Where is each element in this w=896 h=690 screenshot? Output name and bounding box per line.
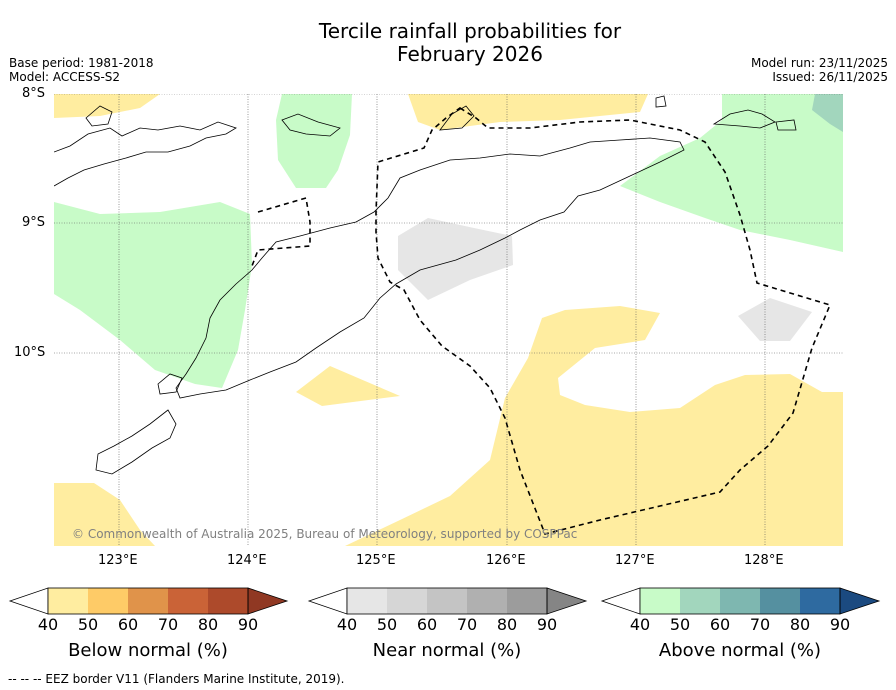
above-region-east [620, 94, 843, 252]
colorbar-near-low-triangle [307, 587, 348, 615]
colorbar-above-segment [720, 588, 760, 614]
below-region-south [345, 306, 843, 546]
above-region-west [54, 202, 252, 388]
colorbar-above-segment [640, 588, 680, 614]
cb-near-tick: 50 [376, 615, 398, 634]
lat-label-8s: 8°S [22, 86, 46, 101]
coast-islands-east [712, 109, 776, 129]
copyright-text: © Commonwealth of Australia 2025, Bureau… [72, 527, 577, 541]
below-region-top-left [54, 94, 160, 118]
eez-border-enclave [251, 196, 311, 267]
cb-below-tick: 50 [77, 615, 99, 634]
cb-above-tick: 80 [789, 615, 811, 634]
cb-above-tick: 90 [829, 615, 851, 634]
colorbar-near-high-triangle [546, 587, 588, 615]
colorbar-below-segment [168, 588, 208, 614]
coast-islet-2 [655, 95, 667, 108]
cb-below-tick: 70 [157, 615, 179, 634]
cb-near-tick: 80 [496, 615, 518, 634]
cb-below-title: Below normal (%) [68, 640, 228, 661]
colorbar-below-low-triangle [8, 587, 49, 615]
below-region-top-center [408, 94, 648, 130]
colorbar-near-segment [427, 588, 467, 614]
above-region-corner [812, 94, 843, 132]
lon-label-126e: 126°E [486, 553, 526, 568]
meta-left: Base period: 1981-2018 Model: ACCESS-S2 [9, 56, 154, 84]
cb-near-tick: 90 [536, 615, 558, 634]
cb-near-title: Near normal (%) [372, 640, 522, 661]
gridlines [54, 94, 843, 546]
eez-border-main [375, 107, 832, 535]
colorbar-below [8, 587, 289, 615]
colorbar-near-segment [507, 588, 547, 614]
near-region-east [738, 298, 812, 341]
cb-above-tick: 60 [709, 615, 731, 634]
coast-islet-1 [85, 105, 113, 127]
colorbar-above [600, 587, 881, 615]
above-region-top [276, 94, 352, 188]
map-area [54, 94, 843, 546]
cb-below-tick: 90 [237, 615, 259, 634]
lat-label-9s: 9°S [22, 215, 46, 230]
colorbar-below-segment [88, 588, 128, 614]
cb-below-tick: 60 [117, 615, 139, 634]
coastlines [54, 95, 797, 475]
cb-below-tick: 80 [197, 615, 219, 634]
lon-label-123e: 123°E [98, 553, 138, 568]
meta-right: Model run: 23/11/2025 Issued: 26/11/2025 [751, 56, 888, 84]
coast-flores-alor [54, 121, 237, 187]
cb-above-title: Above normal (%) [658, 640, 822, 661]
issued-date: Issued: 26/11/2025 [772, 70, 888, 84]
lon-label-125e: 125°E [356, 553, 396, 568]
base-period: Base period: 1981-2018 [9, 56, 154, 70]
cb-near-tick: 60 [416, 615, 438, 634]
colorbar-above-low-triangle [600, 587, 641, 615]
colorbar-above-segment [760, 588, 800, 614]
lon-label-127e: 127°E [615, 553, 655, 568]
below-region-small-west [296, 366, 400, 406]
colorbar-below-segment [208, 588, 248, 614]
model-run: Model run: 23/11/2025 [750, 56, 888, 70]
title-line-2: February 2026 [397, 42, 543, 66]
colorbar-below-high-triangle [247, 587, 289, 615]
colorbar-below-segment [128, 588, 168, 614]
colorbar-near-segment [347, 588, 387, 614]
lat-label-10s: 10°S [14, 345, 46, 360]
map-title: Tercile rainfall probabilities for Febru… [0, 20, 896, 66]
colorbar-above-segment [800, 588, 840, 614]
colorbar-near-segment [467, 588, 507, 614]
colorbar-above-segment [680, 588, 720, 614]
coast-rote [157, 373, 183, 395]
coast-islet-3 [775, 119, 797, 131]
below-region-bottom-left [54, 483, 155, 546]
colorbar-above-high-triangle [839, 587, 881, 615]
coast-timor [175, 137, 685, 399]
colorbar-near-segment [387, 588, 427, 614]
cb-above-tick: 40 [629, 615, 651, 634]
lon-label-124e: 124°E [227, 553, 267, 568]
near-region-central [398, 218, 513, 300]
colorbar-near [307, 587, 588, 615]
lon-label-128e: 128°E [744, 553, 784, 568]
coast-sumba [95, 409, 177, 475]
model-name: Model: ACCESS-S2 [9, 70, 121, 84]
colorbar-below-segment [48, 588, 88, 614]
cb-above-tick: 50 [669, 615, 691, 634]
eez-border [251, 107, 832, 535]
coast-alor [281, 113, 341, 137]
cb-below-tick: 40 [37, 615, 59, 634]
title-line-1: Tercile rainfall probabilities for [318, 19, 622, 43]
cb-above-tick: 70 [749, 615, 771, 634]
cb-near-tick: 40 [336, 615, 358, 634]
coast-wetar-north [439, 105, 475, 131]
cb-near-tick: 70 [456, 615, 478, 634]
eez-footer-note: -- -- -- EEZ border V11 (Flanders Marine… [8, 672, 345, 686]
